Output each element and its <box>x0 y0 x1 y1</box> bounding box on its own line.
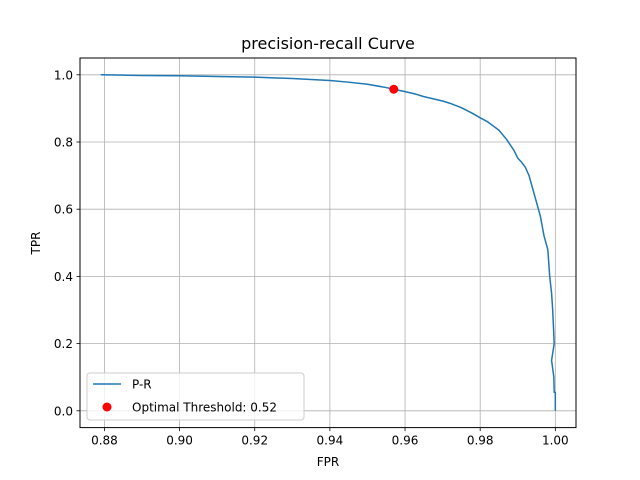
x-tick-label: 1.00 <box>542 434 569 448</box>
x-tick-label: 0.88 <box>91 434 118 448</box>
legend: P-R Optimal Threshold: 0.52 <box>86 372 305 421</box>
chart-title: precision-recall Curve <box>241 34 415 53</box>
x-tick-label: 0.98 <box>467 434 494 448</box>
y-tick-label: 0.0 <box>54 404 73 418</box>
x-axis-ticks: 0.88 0.90 0.92 0.94 0.96 0.98 1.00 <box>91 427 569 448</box>
x-tick-label: 0.94 <box>317 434 344 448</box>
y-tick-label: 1.0 <box>54 68 73 82</box>
pr-curve-line <box>100 74 557 411</box>
legend-marker-swatch <box>102 402 112 412</box>
y-tick-label: 0.4 <box>54 270 73 284</box>
x-tick-label: 0.92 <box>241 434 268 448</box>
x-tick-label: 0.90 <box>166 434 193 448</box>
y-axis-ticks: 0.0 0.2 0.4 0.6 0.8 1.0 <box>54 68 80 418</box>
optimal-threshold-point <box>389 84 399 94</box>
series-lines <box>100 74 557 411</box>
y-tick-label: 0.6 <box>54 203 73 217</box>
markers <box>389 84 399 94</box>
legend-box <box>86 372 305 421</box>
axes-frame <box>79 57 577 429</box>
x-axis-label: FPR <box>317 455 339 469</box>
x-tick-label: 0.96 <box>392 434 419 448</box>
y-tick-label: 0.8 <box>54 136 73 150</box>
y-tick-label: 0.2 <box>54 337 73 351</box>
y-axis-label: TPR <box>29 232 43 256</box>
legend-label-optimal: Optimal Threshold: 0.52 <box>132 401 277 415</box>
legend-label-pr: P-R <box>132 378 152 392</box>
